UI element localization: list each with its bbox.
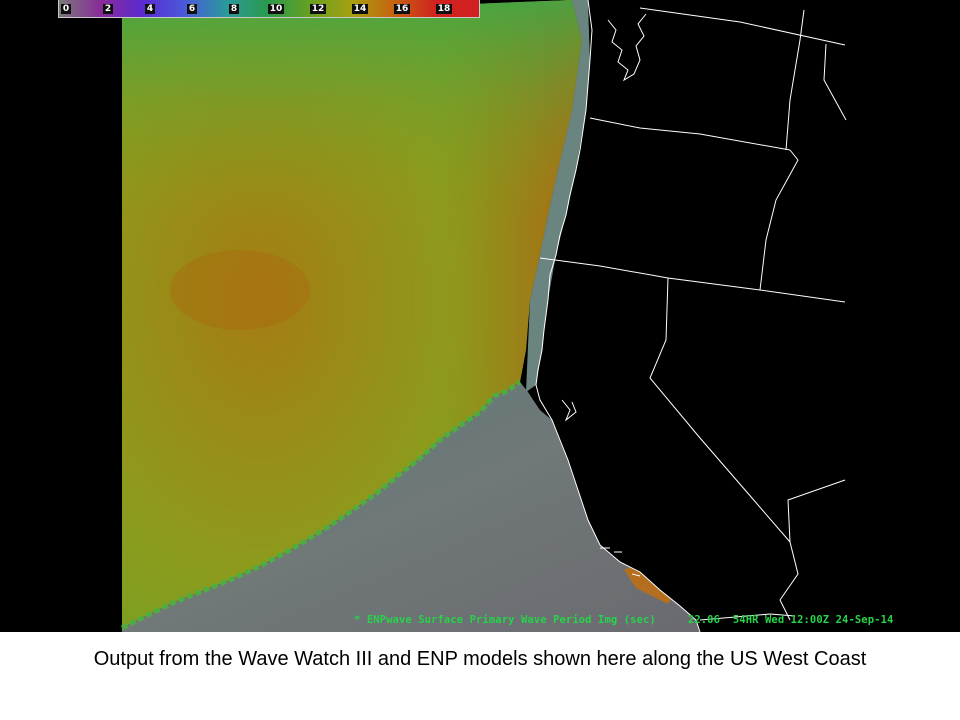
colorbar-tick-label: 2 xyxy=(102,3,114,14)
colorbar-tick-label: 6 xyxy=(186,3,198,14)
colorbar-tick-label: 14 xyxy=(351,3,369,14)
colorbar-segment: 12 xyxy=(309,0,353,17)
ocean-short-period-region xyxy=(120,379,700,632)
puget-sound xyxy=(607,13,647,82)
colorbar-segment: 4 xyxy=(143,0,185,17)
ocean-swell-region xyxy=(122,0,582,628)
channel-islands xyxy=(600,547,641,577)
colorbar-tick-label: 10 xyxy=(267,3,285,14)
colorbar-tick-label: 16 xyxy=(393,3,411,14)
colorbar-tick-label: 0 xyxy=(60,3,72,14)
slide-caption: Output from the Wave Watch III and ENP m… xyxy=(93,648,867,670)
colorbar-segment: 18 xyxy=(435,0,479,17)
colorbar-segment: 8 xyxy=(227,0,269,17)
colorbar-segment: 2 xyxy=(101,0,143,17)
colorbar-segment: 6 xyxy=(185,0,227,17)
colorbar-segment: 16 xyxy=(393,0,437,17)
colorbar-tick-label: 12 xyxy=(309,3,327,14)
product-status-line: * ENPwave Surface Primary Wave Period Im… xyxy=(354,614,894,626)
colorbar-segment: 0 xyxy=(59,0,101,17)
colorbar-tick-label: 4 xyxy=(144,3,156,14)
wave-period-map xyxy=(120,0,960,632)
model-map-panel: 0 2 4 6 8 10 12 14 16 18 * ENPwave Surface Primar… xyxy=(0,0,960,632)
colorbar-segment: 14 xyxy=(351,0,395,17)
land-mass xyxy=(528,0,960,632)
state-boundaries xyxy=(539,7,847,621)
coastal-strip xyxy=(526,0,590,392)
colorbar-tick-label: 18 xyxy=(435,3,453,14)
coastline xyxy=(535,0,701,632)
san-francisco-bay xyxy=(561,399,577,422)
color-scale-legend: 0 2 4 6 8 10 12 14 16 18 xyxy=(58,0,480,18)
colorbar-segment: 10 xyxy=(267,0,311,17)
colorbar-tick-label: 8 xyxy=(228,3,240,14)
